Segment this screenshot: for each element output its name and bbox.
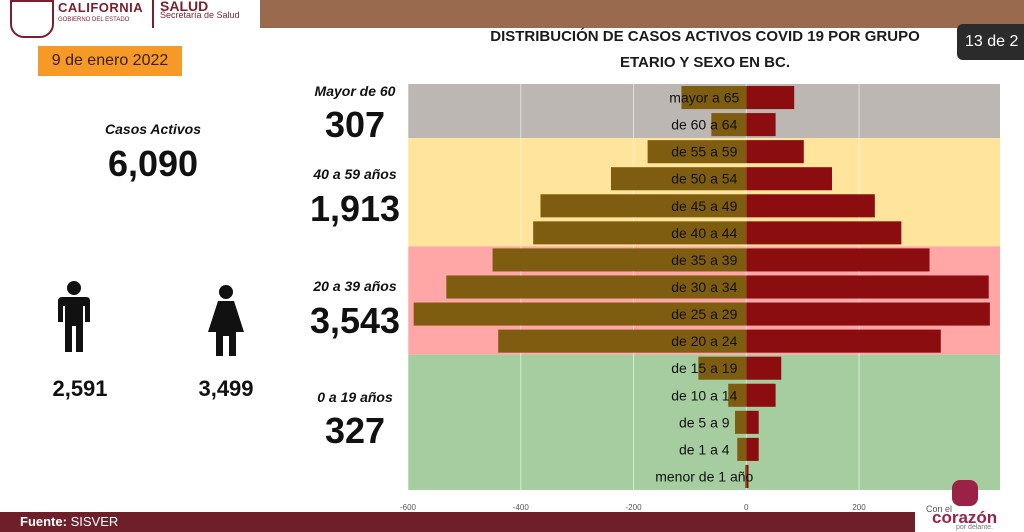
- x-tick-label-1: -400: [513, 503, 530, 512]
- group-value-60: 307: [324, 104, 386, 145]
- bar-femenino-5: [533, 221, 747, 245]
- category-label-11: de 10 a 14: [671, 387, 737, 403]
- bar-masculino-5: [746, 221, 902, 245]
- bar-femenino-11: [728, 383, 747, 407]
- category-label-10: de 15 a 19: [671, 360, 737, 376]
- category-label-9: de 20 a 24: [671, 333, 737, 349]
- category-label-0: mayor a 65: [669, 90, 739, 106]
- category-label-6: de 35 a 39: [671, 252, 737, 268]
- bar-masculino-13: [746, 437, 759, 461]
- logo-divider: [152, 0, 154, 28]
- male-count: 2,591: [52, 376, 108, 401]
- bar-masculino-2: [746, 140, 804, 164]
- date-badge: 9 de enero 2022: [38, 46, 182, 76]
- bar-femenino-0: [681, 86, 747, 110]
- category-label-8: de 25 a 29: [671, 306, 737, 322]
- female-count: 3,499: [198, 376, 254, 401]
- bar-masculino-9: [746, 329, 941, 353]
- x-tick-label-0: -600: [400, 503, 417, 512]
- bar-femenino-1: [711, 113, 747, 137]
- bar-masculino-6: [746, 248, 930, 272]
- active-cases-label: Casos Activos: [105, 121, 201, 137]
- source-value: SISVER: [70, 514, 119, 529]
- brand-prefix: Con el: [926, 504, 953, 514]
- logo-government: GOBIERNO DEL ESTADO: [58, 17, 130, 23]
- group-label-0: 0 a 19 años: [317, 389, 393, 405]
- state-shield-icon: [10, 0, 54, 38]
- category-label-2: de 55 a 59: [671, 144, 737, 160]
- bar-masculino-10: [746, 356, 782, 380]
- logo-state-name: CALIFORNIA: [58, 0, 144, 15]
- female-icon: [208, 285, 244, 356]
- bar-masculino-8: [746, 302, 990, 326]
- bar-femenino-7: [446, 275, 747, 299]
- group-label-20: 20 a 39 años: [313, 278, 397, 294]
- heart-icon: [952, 480, 978, 506]
- bar-femenino-13: [737, 437, 747, 461]
- bar-masculino-12: [746, 410, 759, 434]
- category-label-1: de 60 a 64: [671, 117, 737, 133]
- bar-femenino-4: [540, 194, 747, 218]
- bar-femenino-8: [413, 302, 747, 326]
- logo-secretaria: Secretaría de Salud: [160, 10, 240, 20]
- bar-femenino-14: [745, 464, 747, 488]
- x-tick-label-3: 0: [744, 503, 749, 512]
- chart-title-line1: DISTRIBUCIÓN DE CASOS ACTIVOS COVID 19 P…: [490, 28, 920, 45]
- category-label-14: menor de 1 año: [655, 468, 753, 484]
- x-tick-label-2: -200: [626, 503, 643, 512]
- bar-masculino-11: [746, 383, 776, 407]
- government-logo: CALIFORNIA GOBIERNO DEL ESTADO SALUD Sec…: [4, 0, 254, 38]
- chart-title: DISTRIBUCIÓN DE CASOS ACTIVOS COVID 19 P…: [450, 24, 960, 76]
- category-label-3: de 50 a 54: [671, 171, 737, 187]
- bar-femenino-9: [498, 329, 747, 353]
- chart-title-line2: ETARIO Y SEXO EN BC.: [619, 54, 791, 71]
- group-label-40: 40 a 59 años: [313, 166, 397, 182]
- bar-masculino-0: [746, 86, 795, 110]
- bar-masculino-1: [746, 113, 776, 137]
- brand-logo: Con el corazón por delante.: [926, 480, 1022, 532]
- x-tick-label-4: 200: [852, 503, 866, 512]
- bar-masculino-4: [746, 194, 875, 218]
- bar-masculino-14: [746, 464, 749, 488]
- category-label-12: de 5 a 9: [679, 414, 730, 430]
- category-label-7: de 30 a 34: [671, 279, 737, 295]
- source-label: Fuente:: [20, 514, 67, 529]
- bar-femenino-3: [610, 167, 747, 191]
- page-indicator: 13 de 2: [957, 24, 1024, 60]
- group-label-60: Mayor de 60: [314, 83, 396, 99]
- group-value-20: 3,543: [309, 300, 401, 341]
- active-cases-value: 6,090: [107, 143, 199, 184]
- male-icon: [58, 281, 90, 352]
- bar-masculino-7: [746, 275, 989, 299]
- category-label-5: de 40 a 44: [671, 225, 737, 241]
- bar-femenino-12: [735, 410, 747, 434]
- footer-bar: [0, 512, 915, 532]
- group-value-0: 327: [324, 410, 386, 451]
- logo-salud: SALUD: [160, 0, 209, 14]
- brand-tagline: por delante.: [956, 524, 993, 531]
- group-value-40: 1,913: [309, 188, 401, 229]
- source-note: Fuente: SISVER: [20, 514, 118, 529]
- bar-femenino-10: [698, 356, 747, 380]
- bar-femenino-2: [647, 140, 747, 164]
- top-banner: [260, 0, 1024, 28]
- brand-name: corazón: [932, 508, 998, 527]
- bar-masculino-3: [746, 167, 832, 191]
- bar-femenino-6: [492, 248, 747, 272]
- category-label-13: de 1 a 4: [679, 441, 730, 457]
- category-label-4: de 45 a 49: [671, 198, 737, 214]
